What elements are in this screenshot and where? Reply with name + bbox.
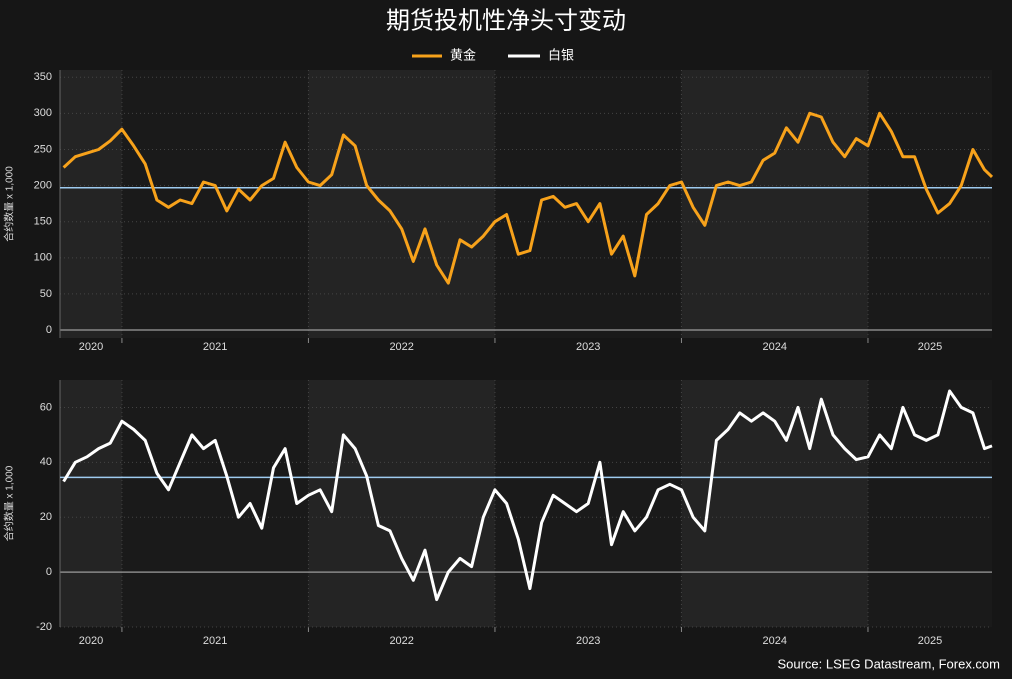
y-tick-label: 100: [34, 252, 52, 264]
y-tick-label: 20: [40, 511, 52, 523]
year-band: [308, 380, 495, 627]
year-band: [60, 70, 122, 338]
y-tick-label: 300: [34, 107, 52, 119]
legend-label: 黄金: [450, 47, 476, 62]
x-tick-label: 2025: [918, 635, 942, 647]
y-tick-label: 50: [40, 288, 52, 300]
y-axis-title: 合约数量 x 1,000: [3, 465, 16, 541]
x-tick-label: 2024: [762, 635, 786, 647]
source: Source: LSEG Datastream, Forex.com: [777, 656, 1000, 671]
y-tick-label: 250: [34, 143, 52, 155]
x-tick-label: 2022: [389, 341, 413, 353]
y-axis-title: 合约数量 x 1,000: [3, 166, 16, 242]
year-band: [60, 380, 122, 627]
x-tick-label: 2020: [79, 341, 103, 353]
x-tick-label: 2024: [762, 341, 786, 353]
y-tick-label: -20: [36, 621, 52, 633]
x-tick-label: 2022: [389, 635, 413, 647]
legend-label: 白银: [548, 47, 574, 62]
series-line: [62, 111, 994, 285]
y-tick-label: 150: [34, 216, 52, 228]
y-tick-label: 60: [40, 401, 52, 413]
y-tick-label: 0: [46, 324, 52, 336]
series-line: [62, 389, 993, 602]
x-tick-label: 2025: [918, 341, 942, 353]
x-tick-label: 2021: [203, 635, 227, 647]
y-tick-label: 0: [46, 566, 52, 578]
y-tick-label: 350: [34, 71, 52, 83]
y-tick-label: 200: [34, 179, 52, 191]
x-tick-label: 2021: [203, 341, 227, 353]
year-band: [681, 70, 868, 338]
x-tick-label: 2023: [576, 341, 600, 353]
year-band: [308, 70, 495, 338]
x-tick-label: 2020: [79, 635, 103, 647]
chart-title: 期货投机性净头寸变动: [386, 7, 626, 34]
y-tick-label: 40: [40, 456, 52, 468]
x-tick-label: 2023: [576, 635, 600, 647]
